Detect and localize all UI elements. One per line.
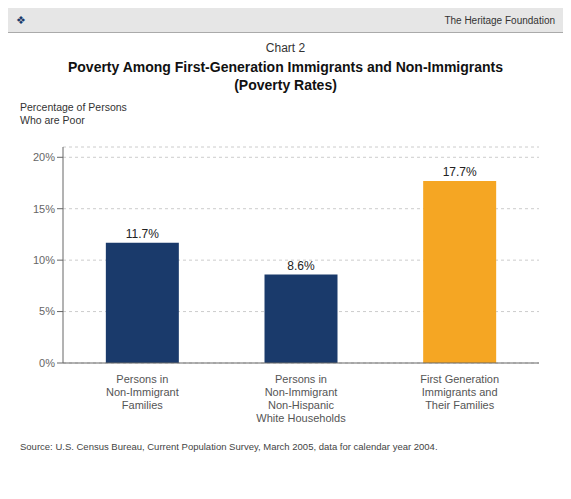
html-text:Percentage of Persons: Percentage of Persons: [20, 101, 127, 113]
html-text:The Heritage Foundation: The Heritage Foundation: [444, 14, 555, 26]
svg-text:10%: 10%: [33, 254, 55, 266]
svg-text:5%: 5%: [39, 305, 55, 317]
html-text:Poverty Among First-Generation: Poverty Among First-Generation Immigrant…: [68, 59, 503, 75]
svg-text:20%: 20%: [33, 151, 55, 163]
svg-text:First GenerationImmigrants and: First GenerationImmigrants andTheir Fami…: [420, 373, 499, 411]
svg-text:17.7%: 17.7%: [443, 165, 477, 179]
html-text:(Poverty Rates): (Poverty Rates): [234, 77, 337, 93]
html-text:Source: U.S. Census Bureau, Cu: Source: U.S. Census Bureau, Current Popu…: [20, 441, 438, 452]
svg-text:15%: 15%: [33, 203, 55, 215]
svg-text:Persons inNon-ImmigrantNon-His: Persons inNon-ImmigrantNon-HispanicWhite…: [256, 373, 346, 424]
svg-text:0%: 0%: [39, 357, 55, 369]
html-text:Chart 2: Chart 2: [265, 41, 306, 55]
svg-text:8.6%: 8.6%: [287, 259, 315, 273]
html-text:Who are Poor: Who are Poor: [20, 114, 85, 126]
svg-text:11.7%: 11.7%: [126, 227, 159, 241]
svg-text:Persons inNon-ImmigrantFamilie: Persons inNon-ImmigrantFamilies: [106, 373, 179, 411]
